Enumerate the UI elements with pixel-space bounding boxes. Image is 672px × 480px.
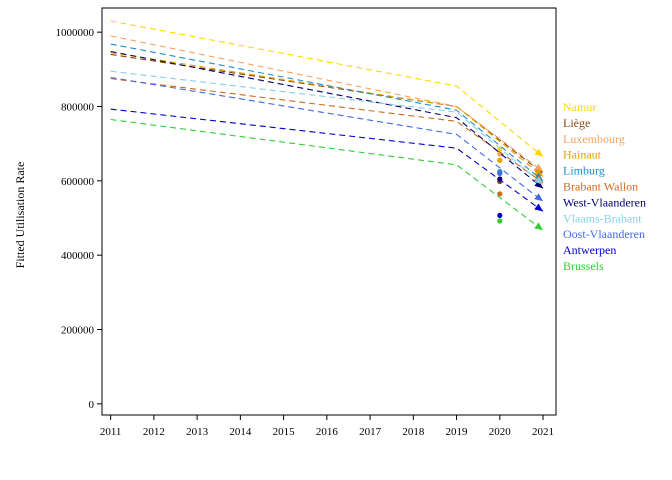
series-layer [110,20,544,231]
legend-entry-brussels: Brussels [563,259,604,273]
series-line-limburg [110,43,544,182]
y-axis: 0 200000 400000 600000 800000 1000000 [56,27,102,411]
series-point-2020-hainaut [497,157,503,163]
series-arrow-vlaams-brabant [534,176,544,185]
x-tick-label-2011: 2011 [100,426,122,438]
series-line-hainaut [110,52,544,177]
plot-border [101,7,557,416]
legend-entry-hainaut: Hainaut [563,148,602,162]
series-brussels [110,118,544,231]
series-point-2020-brussels [497,218,503,224]
legend-entry-west-vlaanderen: West-Vlaanderen [563,195,646,209]
series-point-2020-oost-vlaanderen [497,170,503,177]
series-oost-vlaanderen [110,76,544,202]
legend: Namur Liège Luxembourg Hainaut Limburg Braban… [563,100,646,273]
x-tick-label-2020: 2020 [489,426,512,438]
series-arrow-namur [534,148,544,157]
y-tick-label-400000: 400000 [61,250,95,262]
y-tick-label-1000000: 1000000 [56,27,95,39]
y-tick-label-200000: 200000 [61,325,95,337]
y-tick-label-0: 0 [89,399,95,411]
x-tick-label-2013: 2013 [186,426,209,438]
series-line-oost-vlaanderen [110,76,544,202]
plot-frame [101,7,557,416]
x-tick-label-2016: 2016 [316,426,339,438]
series-arrow-west-vlaanderen [534,180,544,189]
x-tick-label-2015: 2015 [273,426,296,438]
y-tick-label-800000: 800000 [61,101,95,113]
y-axis-title: Fitted Utilisation Rate [13,162,27,269]
x-tick-label-2021: 2021 [532,426,554,438]
series-hainaut [110,52,544,177]
legend-entry-antwerpen: Antwerpen [563,243,616,257]
legend-entry-oost-vlaanderen: Oost-Vlaanderen [563,227,645,241]
x-tick-label-2017: 2017 [359,426,382,438]
legend-entry-luxembourg: Luxembourg [563,132,625,146]
series-arrow-brussels [534,222,544,231]
series-line-west-vlaanderen [110,50,544,189]
series-line-brussels [110,118,544,231]
x-axis: 2011 2012 2013 2014 2015 2016 2017 2018 2019 2020… [100,415,554,438]
legend-entry-namur: Namur [563,100,596,114]
legend-entry-limburg: Limburg [563,164,605,178]
x-tick-label-2012: 2012 [143,426,165,438]
series-arrow-antwerpen [534,203,544,212]
x-tick-label-2019: 2019 [446,426,469,438]
x-tick-label-2018: 2018 [402,426,425,438]
legend-entry-vlaams-brabant: Vlaams-Brabant [563,211,642,225]
series-arrow-hainaut [534,168,544,177]
legend-entry-li-ge: Liège [563,116,590,130]
series-arrow-luxembourg [534,163,544,172]
y-tick-label-600000: 600000 [61,176,95,188]
series-line-li-ge [110,53,544,174]
series-line-namur [110,20,544,158]
series-namur [110,20,544,158]
series-antwerpen [110,108,544,219]
series-point-2020-antwerpen [497,212,503,219]
series-line-vlaams-brabant [110,70,544,185]
series-point-2020-brabant-wallon [497,191,503,197]
x-tick-label-2014: 2014 [229,426,252,438]
series-point-2020-namur [497,146,503,152]
legend-entry-brabant-wallon: Brabant Wallon [563,180,638,194]
series-arrow-oost-vlaanderen [534,193,544,202]
